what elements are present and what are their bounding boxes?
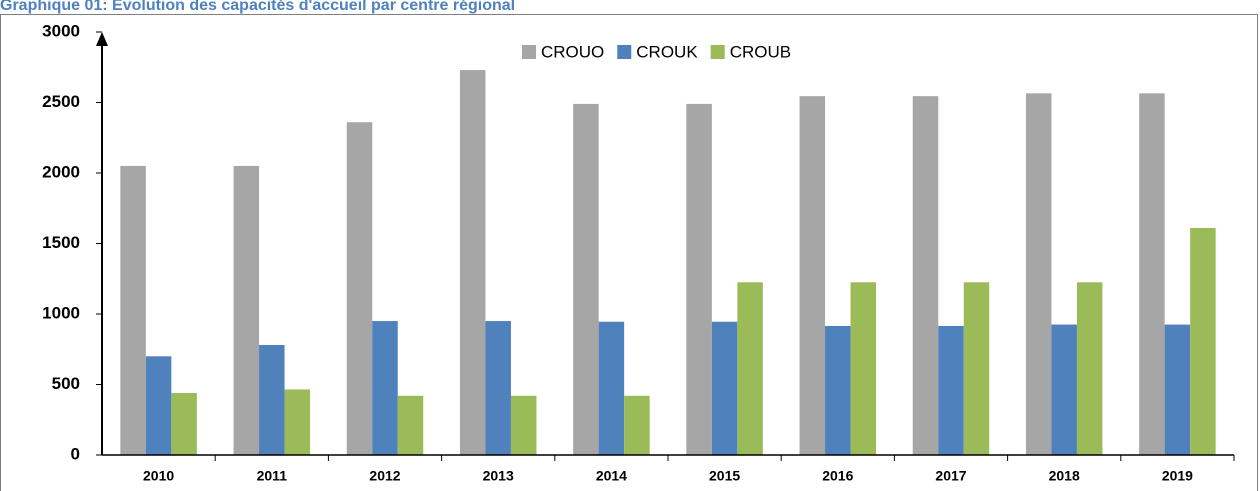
chart-title: Graphique 01: Evolution des capacités d'… <box>0 0 515 14</box>
bar <box>346 122 373 456</box>
chart-border <box>0 14 1258 491</box>
bar <box>1076 282 1103 455</box>
bar <box>737 282 763 455</box>
legend-label: CROUK <box>636 42 698 61</box>
bar <box>624 395 650 455</box>
y-tick-label: 500 <box>52 374 80 393</box>
legend-swatch <box>710 45 725 59</box>
bar <box>284 389 311 455</box>
bar <box>711 321 738 455</box>
bar <box>598 321 625 455</box>
x-tick-label: 2016 <box>822 468 853 484</box>
x-tick-label: 2014 <box>596 468 627 484</box>
bar <box>963 282 990 455</box>
bar <box>825 325 851 455</box>
bar <box>120 165 146 455</box>
x-tick-label: 2017 <box>935 468 966 484</box>
bar <box>145 356 172 455</box>
x-tick-label: 2012 <box>369 468 400 484</box>
legend-swatch <box>522 45 536 59</box>
bar <box>510 395 537 455</box>
bar <box>397 395 424 455</box>
bar <box>1139 93 1165 456</box>
x-tick-label: 2013 <box>483 468 514 484</box>
y-axis-arrow <box>96 32 108 46</box>
bar <box>459 70 486 455</box>
bar <box>1164 324 1191 455</box>
x-tick-label: 2015 <box>709 468 740 484</box>
bar <box>573 103 599 455</box>
y-tick-label: 2000 <box>42 162 80 181</box>
y-tick-label: 2500 <box>42 92 80 111</box>
bar <box>372 321 398 455</box>
bar <box>938 325 964 455</box>
bar <box>1051 324 1077 455</box>
y-tick-label: 1000 <box>42 303 80 322</box>
bar <box>171 392 197 455</box>
bar <box>259 345 285 455</box>
bar <box>1190 227 1216 455</box>
y-tick-label: 1500 <box>42 233 80 252</box>
x-tick-label: 2010 <box>143 468 174 484</box>
bar <box>233 165 260 455</box>
y-tick-label: 0 <box>71 444 80 463</box>
bar <box>912 96 939 455</box>
x-tick-label: 2011 <box>257 468 288 484</box>
y-tick-label: 3000 <box>42 21 80 40</box>
x-tick-label: 2018 <box>1049 468 1080 484</box>
bar <box>799 96 826 455</box>
bar <box>485 321 511 455</box>
bar <box>850 282 877 455</box>
x-tick-label: 2019 <box>1162 468 1193 484</box>
bar <box>686 103 712 455</box>
bar <box>1025 93 1052 456</box>
legend-label: CROUO <box>541 42 604 61</box>
legend-swatch <box>617 45 632 59</box>
legend-label: CROUB <box>730 42 791 61</box>
